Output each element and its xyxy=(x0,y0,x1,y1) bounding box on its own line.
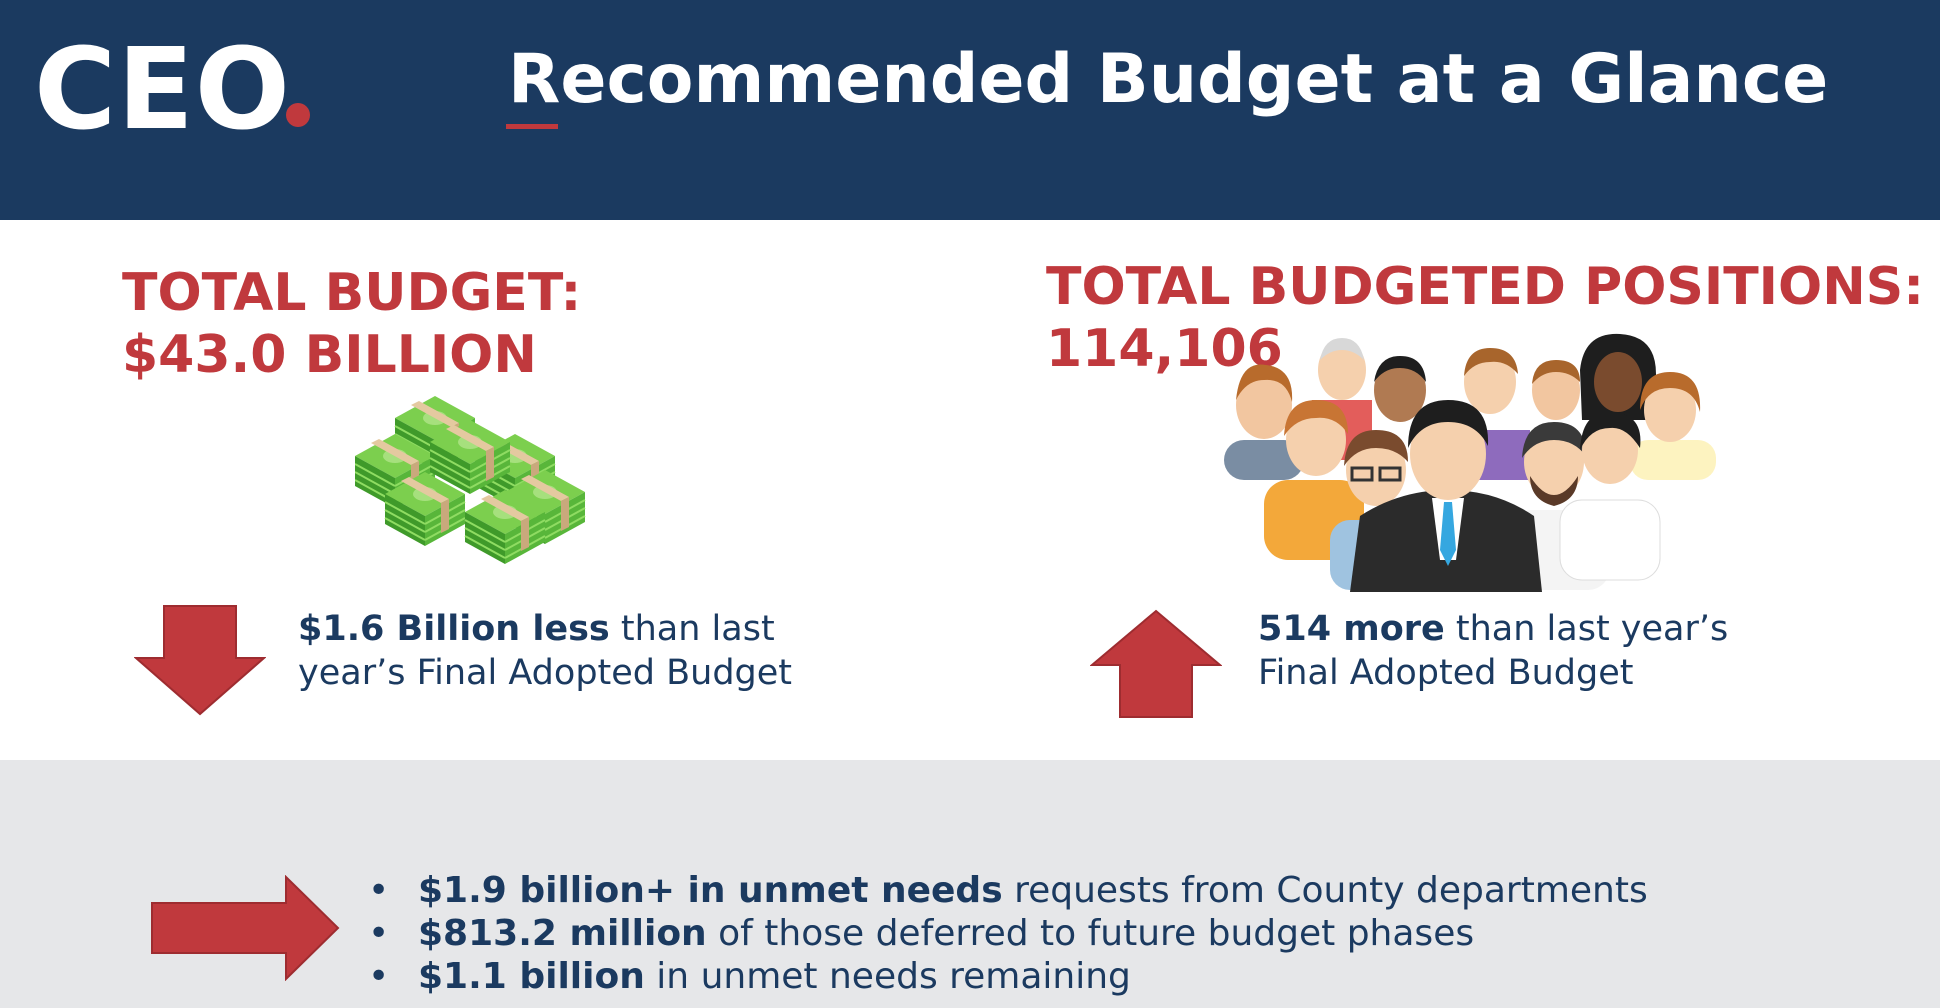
money-stacks-icon xyxy=(355,395,586,565)
unmet-needs-band xyxy=(0,760,1940,1008)
list-item: • $1.9 billion+ in unmet needs requests … xyxy=(368,869,1648,912)
list-item-bold: $1.9 billion+ in unmet needs xyxy=(418,870,1003,911)
list-item-bold: $1.1 billion xyxy=(418,956,645,997)
person-back-3 xyxy=(1374,356,1426,422)
person-mid-4 xyxy=(1559,411,1661,581)
person-back-6 xyxy=(1580,333,1658,420)
person-back-5 xyxy=(1532,360,1580,420)
logo-dot xyxy=(286,103,310,127)
total-positions-value: 114,106 xyxy=(1046,319,1283,379)
bullet-dot: • xyxy=(368,956,390,997)
bullet-dot: • xyxy=(368,870,390,911)
person-front xyxy=(1350,400,1542,592)
list-item-rest: requests from County departments xyxy=(1002,870,1648,911)
total-budget-heading: TOTAL BUDGET: $43.0 BILLION xyxy=(122,262,581,386)
unmet-needs-list: • $1.9 billion+ in unmet needs requests … xyxy=(368,869,1648,998)
arrow-up-icon xyxy=(1090,609,1222,718)
bullet-dot: • xyxy=(368,913,390,954)
budget-change-rest: than last xyxy=(609,609,775,649)
page-title: Recommended Budget at a Glance xyxy=(508,40,1829,119)
arrow-down-icon xyxy=(134,605,266,716)
list-item-rest: of those deferred to future budget phase… xyxy=(706,913,1475,954)
budget-change-text: $1.6 Billion less than last year’s Final… xyxy=(298,607,792,695)
list-item-rest: in unmet needs remaining xyxy=(644,956,1131,997)
budget-change-line2: year’s Final Adopted Budget xyxy=(298,653,793,693)
budget-change-bold: $1.6 Billion less xyxy=(298,609,610,649)
positions-change-rest: than last year’s xyxy=(1444,609,1729,649)
total-budget-label: TOTAL BUDGET: xyxy=(122,263,582,323)
list-item: • $1.1 billion in unmet needs remaining xyxy=(368,955,1648,998)
title-underline xyxy=(506,124,558,129)
people-group-icon xyxy=(1224,333,1716,592)
total-budget-value: $43.0 BILLION xyxy=(122,325,537,385)
positions-change-text: 514 more than last year’s Final Adopted … xyxy=(1258,607,1728,695)
header-banner: CEO Recommended Budget at a Glance xyxy=(0,0,1940,220)
total-positions-heading: TOTAL BUDGETED POSITIONS: 114,106 xyxy=(1046,256,1924,380)
positions-change-bold: 514 more xyxy=(1258,609,1445,649)
total-positions-label: TOTAL BUDGETED POSITIONS: xyxy=(1046,257,1924,317)
arrow-right-icon xyxy=(151,875,340,981)
person-back-1 xyxy=(1224,364,1304,480)
ceo-logo: CEO xyxy=(34,25,291,155)
positions-change-line2: Final Adopted Budget xyxy=(1258,653,1634,693)
list-item-bold: $813.2 million xyxy=(418,913,707,954)
list-item: • $813.2 million of those deferred to fu… xyxy=(368,912,1648,955)
person-back-7 xyxy=(1630,372,1716,480)
